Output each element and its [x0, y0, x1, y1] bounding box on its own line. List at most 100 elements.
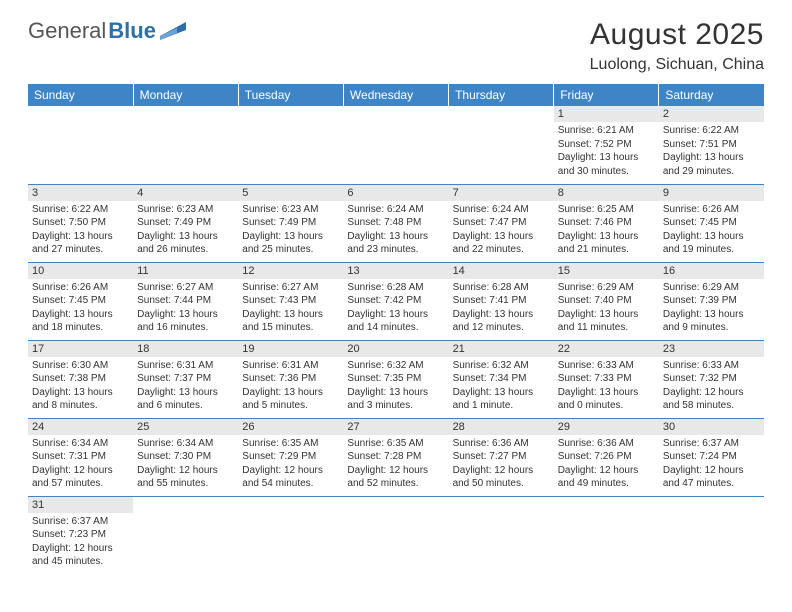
day-number: 6	[343, 185, 448, 201]
day-dl2: and 50 minutes.	[453, 477, 550, 491]
day-dl2: and 25 minutes.	[242, 243, 339, 257]
day-dl1: Daylight: 13 hours	[32, 386, 129, 400]
day-dl1: Daylight: 13 hours	[453, 386, 550, 400]
day-dl1: Daylight: 13 hours	[32, 308, 129, 322]
day-sr: Sunrise: 6:35 AM	[242, 437, 339, 451]
day-details: Sunrise: 6:31 AMSunset: 7:36 PMDaylight:…	[238, 357, 343, 416]
day-dl1: Daylight: 12 hours	[32, 542, 129, 556]
day-dl1: Daylight: 13 hours	[558, 386, 655, 400]
weekday-header: Tuesday	[238, 84, 343, 106]
day-ss: Sunset: 7:44 PM	[137, 294, 234, 308]
day-dl1: Daylight: 12 hours	[347, 464, 444, 478]
day-details: Sunrise: 6:29 AMSunset: 7:40 PMDaylight:…	[554, 279, 659, 338]
weekday-header: Saturday	[659, 84, 764, 106]
calendar-cell: 26Sunrise: 6:35 AMSunset: 7:29 PMDayligh…	[238, 418, 343, 496]
day-number: 4	[133, 185, 238, 201]
day-number: 8	[554, 185, 659, 201]
day-ss: Sunset: 7:33 PM	[558, 372, 655, 386]
calendar-cell: 16Sunrise: 6:29 AMSunset: 7:39 PMDayligh…	[659, 262, 764, 340]
day-details: Sunrise: 6:37 AMSunset: 7:24 PMDaylight:…	[659, 435, 764, 494]
day-number: 9	[659, 185, 764, 201]
calendar-row: 3Sunrise: 6:22 AMSunset: 7:50 PMDaylight…	[28, 184, 764, 262]
day-dl1: Daylight: 13 hours	[242, 308, 339, 322]
day-number	[554, 497, 659, 499]
calendar-row: 31Sunrise: 6:37 AMSunset: 7:23 PMDayligh…	[28, 496, 764, 574]
day-dl1: Daylight: 13 hours	[137, 230, 234, 244]
day-dl2: and 18 minutes.	[32, 321, 129, 335]
day-number: 12	[238, 263, 343, 279]
day-sr: Sunrise: 6:37 AM	[32, 515, 129, 529]
day-sr: Sunrise: 6:26 AM	[663, 203, 760, 217]
calendar-cell: 22 Sunrise: 6:33 AMSunset: 7:33 PMDayligh…	[554, 340, 659, 418]
calendar-cell: 27 Sunrise: 6:35 AMSunset: 7:28 PMDayligh…	[343, 418, 448, 496]
day-dl2: and 49 minutes.	[558, 477, 655, 491]
day-ss: Sunset: 7:23 PM	[32, 528, 129, 542]
day-ss: Sunset: 7:49 PM	[137, 216, 234, 230]
day-sr: Sunrise: 6:33 AM	[558, 359, 655, 373]
day-dl1: Daylight: 13 hours	[663, 230, 760, 244]
day-dl1: Daylight: 13 hours	[347, 386, 444, 400]
day-number: 14	[449, 263, 554, 279]
day-dl1: Daylight: 13 hours	[558, 151, 655, 165]
day-details: Sunrise: 6:36 AMSunset: 7:26 PMDaylight:…	[554, 435, 659, 494]
day-number	[449, 497, 554, 499]
day-dl2: and 29 minutes.	[663, 165, 760, 179]
calendar-row: 17Sunrise: 6:30 AMSunset: 7:38 PMDayligh…	[28, 340, 764, 418]
day-dl2: and 9 minutes.	[663, 321, 760, 335]
day-dl1: Daylight: 13 hours	[242, 386, 339, 400]
day-dl2: and 57 minutes.	[32, 477, 129, 491]
day-details: Sunrise: 6:22 AMSunset: 7:50 PMDaylight:…	[28, 201, 133, 260]
day-number: 10	[28, 263, 133, 279]
calendar-row: 10Sunrise: 6:26 AMSunset: 7:45 PMDayligh…	[28, 262, 764, 340]
day-ss: Sunset: 7:32 PM	[663, 372, 760, 386]
day-details: Sunrise: 6:32 AMSunset: 7:35 PMDaylight:…	[343, 357, 448, 416]
day-number: 2	[659, 106, 764, 122]
day-sr: Sunrise: 6:36 AM	[453, 437, 550, 451]
day-number: 26	[238, 419, 343, 435]
calendar-cell: 11Sunrise: 6:27 AMSunset: 7:44 PMDayligh…	[133, 262, 238, 340]
calendar-cell: 9Sunrise: 6:26 AMSunset: 7:45 PMDaylight…	[659, 184, 764, 262]
day-number: 24	[28, 419, 133, 435]
day-dl1: Daylight: 12 hours	[32, 464, 129, 478]
day-number	[343, 497, 448, 499]
day-ss: Sunset: 7:45 PM	[32, 294, 129, 308]
day-details: Sunrise: 6:21 AMSunset: 7:52 PMDaylight:…	[554, 122, 659, 181]
day-number	[28, 106, 133, 108]
day-dl2: and 11 minutes.	[558, 321, 655, 335]
location: Luolong, Sichuan, China	[590, 56, 764, 74]
day-ss: Sunset: 7:38 PM	[32, 372, 129, 386]
day-ss: Sunset: 7:34 PM	[453, 372, 550, 386]
day-dl2: and 30 minutes.	[558, 165, 655, 179]
day-ss: Sunset: 7:47 PM	[453, 216, 550, 230]
day-dl2: and 19 minutes.	[663, 243, 760, 257]
day-number: 22	[554, 341, 659, 357]
day-number: 28	[449, 419, 554, 435]
day-ss: Sunset: 7:41 PM	[453, 294, 550, 308]
day-dl2: and 3 minutes.	[347, 399, 444, 413]
brand-part2: Blue	[108, 18, 156, 44]
calendar-cell	[238, 106, 343, 184]
day-dl2: and 15 minutes.	[242, 321, 339, 335]
day-sr: Sunrise: 6:32 AM	[453, 359, 550, 373]
day-number: 27	[343, 419, 448, 435]
day-ss: Sunset: 7:28 PM	[347, 450, 444, 464]
calendar-cell	[554, 496, 659, 574]
day-details: Sunrise: 6:23 AMSunset: 7:49 PMDaylight:…	[133, 201, 238, 260]
day-details: Sunrise: 6:22 AMSunset: 7:51 PMDaylight:…	[659, 122, 764, 181]
day-sr: Sunrise: 6:36 AM	[558, 437, 655, 451]
day-sr: Sunrise: 6:35 AM	[347, 437, 444, 451]
day-sr: Sunrise: 6:22 AM	[32, 203, 129, 217]
day-ss: Sunset: 7:43 PM	[242, 294, 339, 308]
day-dl2: and 47 minutes.	[663, 477, 760, 491]
day-number: 29	[554, 419, 659, 435]
day-dl1: Daylight: 13 hours	[558, 308, 655, 322]
calendar-cell: 21Sunrise: 6:32 AMSunset: 7:34 PMDayligh…	[449, 340, 554, 418]
day-dl1: Daylight: 13 hours	[137, 308, 234, 322]
day-ss: Sunset: 7:48 PM	[347, 216, 444, 230]
day-dl1: Daylight: 13 hours	[663, 308, 760, 322]
day-dl2: and 54 minutes.	[242, 477, 339, 491]
calendar-cell: 8Sunrise: 6:25 AMSunset: 7:46 PMDaylight…	[554, 184, 659, 262]
day-sr: Sunrise: 6:31 AM	[137, 359, 234, 373]
day-dl2: and 8 minutes.	[32, 399, 129, 413]
day-dl2: and 27 minutes.	[32, 243, 129, 257]
